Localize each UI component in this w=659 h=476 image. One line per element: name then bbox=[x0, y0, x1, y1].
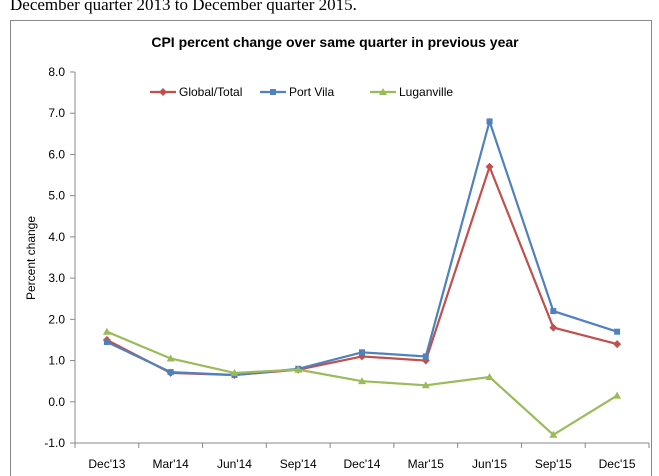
marker bbox=[294, 365, 303, 373]
y-tick-label: 1.0 bbox=[48, 354, 65, 368]
marker bbox=[359, 349, 365, 356]
marker bbox=[421, 381, 430, 389]
x-tick-label: Mar'15 bbox=[408, 457, 445, 471]
marker bbox=[270, 89, 276, 95]
y-tick-label: 0.0 bbox=[48, 395, 65, 409]
marker bbox=[102, 327, 111, 335]
y-tick-label: 2.0 bbox=[48, 312, 65, 326]
marker bbox=[613, 391, 622, 399]
x-tick-label: Dec'14 bbox=[344, 457, 381, 471]
x-tick-label: Sep'15 bbox=[535, 457, 572, 471]
y-tick-label: 6.0 bbox=[48, 147, 65, 161]
x-tick-label: Dec'15 bbox=[599, 457, 636, 471]
x-tick-label: Mar'14 bbox=[153, 457, 190, 471]
marker bbox=[549, 430, 558, 438]
marker bbox=[486, 118, 493, 125]
series-line bbox=[106, 117, 618, 377]
x-tick-label: Jun'14 bbox=[217, 457, 252, 471]
y-axis-label: Percent change bbox=[24, 216, 38, 300]
y-tick-label: 8.0 bbox=[48, 65, 65, 79]
x-tick-label: Jun'15 bbox=[472, 457, 507, 471]
marker bbox=[613, 340, 622, 349]
marker bbox=[485, 373, 494, 381]
marker bbox=[166, 354, 175, 362]
marker bbox=[422, 353, 429, 360]
marker bbox=[167, 369, 174, 376]
y-tick-label: 7.0 bbox=[48, 106, 65, 120]
header-text: December quarter 2013 to December quarte… bbox=[10, 0, 357, 14]
marker bbox=[614, 328, 621, 335]
marker bbox=[159, 88, 167, 96]
marker bbox=[230, 368, 239, 376]
marker bbox=[549, 323, 558, 332]
chart-border bbox=[10, 20, 652, 476]
marker bbox=[379, 88, 387, 95]
marker bbox=[550, 308, 557, 315]
chart-title: CPI percent change over same quarter in … bbox=[151, 34, 519, 50]
marker bbox=[358, 377, 366, 385]
x-tick-label: Sep'14 bbox=[280, 457, 317, 471]
marker bbox=[103, 339, 110, 346]
x-tick-label: Dec'13 bbox=[88, 457, 125, 471]
legend-label: Global/Total bbox=[179, 85, 242, 99]
marker bbox=[485, 162, 494, 171]
legend-label: Port Vila bbox=[289, 85, 334, 99]
y-tick-label: 4.0 bbox=[48, 230, 65, 244]
y-tick-label: 3.0 bbox=[48, 271, 65, 285]
y-tick-label: -1.0 bbox=[44, 436, 65, 450]
legend-label: Luganville bbox=[399, 85, 453, 99]
y-tick-label: 5.0 bbox=[48, 189, 65, 203]
